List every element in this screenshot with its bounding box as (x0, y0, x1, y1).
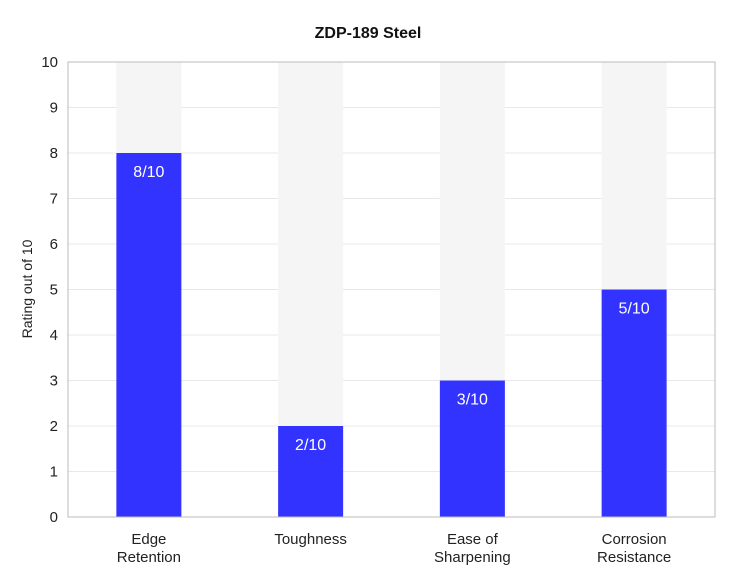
x-category-label: Ease of Sharpening (434, 531, 511, 566)
x-category-label-line: Toughness (274, 531, 347, 548)
y-tick-label: 1 (50, 464, 58, 481)
y-tick-label: 7 (50, 191, 58, 208)
plot-frame (67, 61, 716, 518)
x-axis-categories: Edge Retention Toughness Ease of Sharpening C… (117, 531, 671, 566)
x-category-label-line: Edge (131, 531, 166, 548)
y-tick-label: 10 (41, 54, 58, 71)
bar (439, 380, 505, 517)
bar (278, 426, 344, 517)
x-category-label: Corrosion Resistance (597, 531, 671, 566)
y-tick-label: 3 (50, 373, 58, 390)
bar-value-label: 3/10 (457, 392, 488, 409)
chart-title: ZDP-189 Steel (315, 25, 422, 42)
x-category-label-line: Sharpening (434, 549, 511, 566)
x-category-label-line: Ease of (447, 531, 499, 548)
bar (116, 153, 182, 517)
y-tick-label: 2 (50, 418, 58, 435)
y-tick-label: 0 (50, 509, 58, 526)
y-tick-label: 6 (50, 236, 58, 253)
x-category-label-line: Retention (117, 549, 181, 566)
y-tick-label: 4 (50, 327, 58, 344)
y-tick-label: 5 (50, 282, 58, 299)
bar-value-label: 5/10 (619, 301, 650, 318)
x-category-label-line: Corrosion (602, 531, 667, 548)
y-axis-ticks: 0 1 2 3 4 5 6 7 8 9 10 (41, 54, 58, 526)
bar (601, 289, 667, 517)
y-axis-label: Rating out of 10 (19, 239, 35, 338)
x-category-label: Toughness (274, 531, 347, 548)
x-category-label-line: Resistance (597, 549, 671, 566)
x-category-label: Edge Retention (117, 531, 181, 566)
y-tick-label: 8 (50, 145, 58, 162)
y-tick-label: 9 (50, 100, 58, 117)
bars (116, 153, 667, 517)
bar-value-label: 2/10 (295, 437, 326, 454)
bar-value-labels: 8/10 2/10 3/10 5/10 (133, 164, 649, 454)
bar-value-label: 8/10 (133, 164, 164, 181)
